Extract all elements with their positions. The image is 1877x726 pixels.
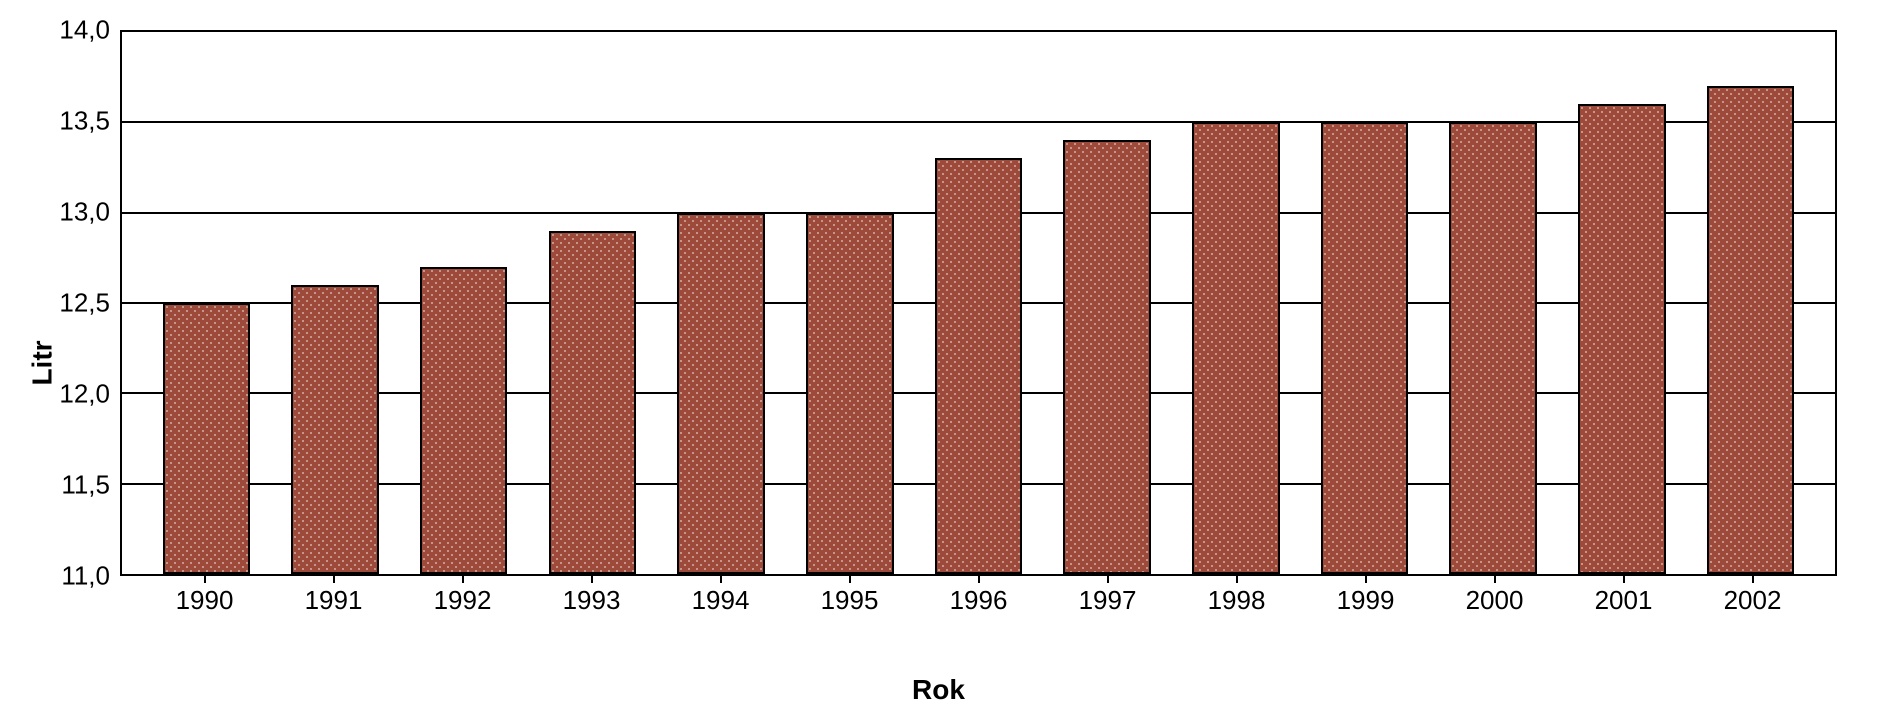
x-tick-label: 2001 [1595,585,1653,616]
bar [806,213,894,574]
bar [935,158,1023,574]
x-tick-slot: 1993 [527,576,656,616]
x-tick-label: 1995 [821,585,879,616]
bar [1321,122,1409,574]
bar-slot [1686,32,1815,574]
x-tick-label: 1997 [1079,585,1137,616]
bar-slot [785,32,914,574]
bar [677,213,765,574]
x-tick-label: 1992 [434,585,492,616]
bar-slot [1043,32,1172,574]
bar [291,285,379,574]
bar-slot [399,32,528,574]
bar [1063,140,1151,574]
x-tick-mark [849,576,851,583]
y-tick-label: 14,0 [40,15,110,46]
x-tick-label: 1991 [305,585,363,616]
bar-slot [142,32,271,574]
x-tick-slot: 2000 [1430,576,1559,616]
x-tick-mark [720,576,722,583]
x-tick-mark [1752,576,1754,583]
y-tick-label: 13,5 [40,106,110,137]
x-tick-mark [1623,576,1625,583]
bars-area [122,32,1835,574]
bar-slot [657,32,786,574]
x-tick-mark [204,576,206,583]
bar [1449,122,1537,574]
x-tick-slot: 2002 [1688,576,1817,616]
x-tick-label: 1996 [950,585,1008,616]
x-tick-label: 1998 [1208,585,1266,616]
y-tick-label: 12,0 [40,379,110,410]
x-tick-slot: 1995 [785,576,914,616]
bar-slot [1300,32,1429,574]
bar [420,267,508,574]
x-tick-slot: 1996 [914,576,1043,616]
bar-slot [1558,32,1687,574]
plot-wrapper: 11,011,512,012,513,013,514,0 19901991199… [120,30,1837,616]
bar [1578,104,1666,574]
bar [549,231,637,574]
bar [163,303,251,574]
y-tick-label: 13,0 [40,197,110,228]
bar-slot [1429,32,1558,574]
x-tick-mark [978,576,980,583]
x-tick-slot: 1994 [656,576,785,616]
y-tick-label: 11,5 [40,470,110,501]
x-tick-slot: 1999 [1301,576,1430,616]
y-tick-labels: 11,011,512,012,513,013,514,0 [40,30,110,576]
bar-slot [271,32,400,574]
bar-chart: Litr 11,011,512,012,513,013,514,0 199019… [20,20,1857,706]
bar-slot [528,32,657,574]
x-tick-label: 1990 [176,585,234,616]
x-tick-mark [1365,576,1367,583]
plot-area [120,30,1837,576]
x-tick-label: 2000 [1466,585,1524,616]
x-tick-mark [1236,576,1238,583]
x-tick-slot: 1991 [269,576,398,616]
x-tick-slot: 2001 [1559,576,1688,616]
x-tick-area: 1990 1991 1992 1993 1994 1995 1996 1997 1998 1999… [120,576,1837,616]
x-tick-mark [333,576,335,583]
x-tick-mark [1107,576,1109,583]
x-axis-title: Rok [912,674,965,706]
x-tick-label: 1993 [563,585,621,616]
y-tick-label: 12,5 [40,288,110,319]
bar [1192,122,1280,574]
x-tick-slot: 1990 [140,576,269,616]
y-tick-label: 11,0 [40,561,110,592]
x-tick-slot: 1997 [1043,576,1172,616]
x-tick-slot: 1998 [1172,576,1301,616]
x-tick-mark [591,576,593,583]
x-tick-label: 1994 [692,585,750,616]
bar [1707,86,1795,574]
x-tick-mark [462,576,464,583]
x-tick-slot: 1992 [398,576,527,616]
x-tick-mark [1494,576,1496,583]
x-tick-label: 1999 [1337,585,1395,616]
bar-slot [1172,32,1301,574]
x-tick-label: 2002 [1724,585,1782,616]
bar-slot [914,32,1043,574]
